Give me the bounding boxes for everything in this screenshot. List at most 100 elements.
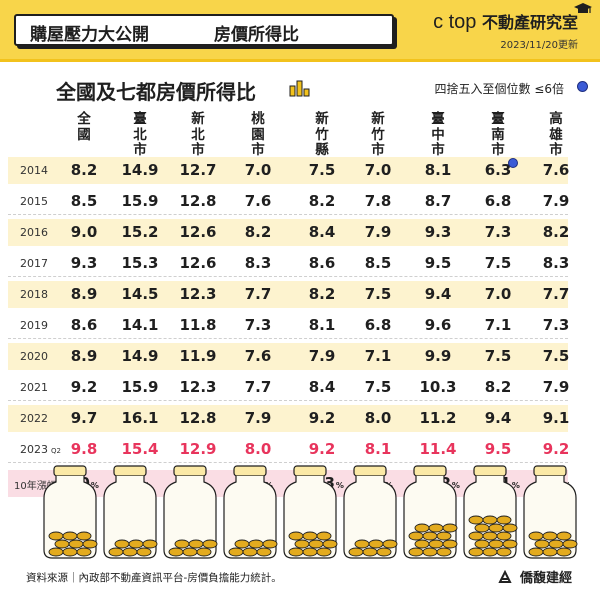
ratio-cell: 7.9 — [244, 409, 272, 427]
ratio-cell: 8.6 — [70, 316, 98, 334]
table-row: 2015 8.5 15.9 12.8 7.6 8.2 7.8 8.7 6.8 7.9 — [8, 188, 569, 215]
brand-logo: c top 不動產研究室 — [403, 9, 578, 34]
coin-jar — [283, 465, 338, 559]
ratio-cell: 9.1 — [542, 409, 570, 427]
ratio-cell: 8.4 — [308, 223, 336, 241]
percent-unit: % — [90, 481, 99, 490]
ratio-cell: 7.9 — [542, 192, 570, 210]
ratio-cell: 8.6 — [308, 254, 336, 272]
legend-dot — [577, 81, 588, 92]
ratio-cell: 9.4 — [484, 409, 512, 427]
ratio-cell: 9.2 — [70, 378, 98, 396]
ratio-cell: 7.5 — [364, 378, 392, 396]
ratio-cell: 9.6 — [424, 316, 452, 334]
ratio-cell: 11.2 — [419, 409, 457, 427]
table-row: 2014 8.2 14.9 12.7 7.0 7.5 7.0 8.1 6.3 7.6 — [8, 157, 569, 184]
ratio-cell: 9.2 — [308, 409, 336, 427]
ratio-cell: 8.1 — [308, 316, 336, 334]
ratio-cell: 7.0 — [484, 285, 512, 303]
ratio-cell: 12.3 — [179, 285, 217, 303]
ratio-cell: 8.9 — [70, 347, 98, 365]
ratio-cell: 12.9 — [179, 440, 217, 458]
rounding-note: 四捨五入至個位數 ≤6倍 — [434, 82, 564, 96]
column-header: 新 竹 市 — [371, 111, 385, 158]
page-title: 購屋壓力大公開 — [30, 25, 149, 45]
ratio-cell: 8.5 — [70, 192, 98, 210]
table-row: 2019 8.6 14.1 11.8 7.3 8.1 6.8 9.6 7.1 7.3 — [8, 312, 569, 339]
ratio-cell: 15.2 — [121, 223, 159, 241]
ratio-cell: 9.4 — [424, 285, 452, 303]
ratio-cell: 10.3 — [419, 378, 457, 396]
column-header: 全 國 — [77, 111, 91, 143]
page-title-sub: 房價所得比 — [214, 25, 299, 45]
brand-name: 不動產研究室 — [481, 13, 578, 32]
ratio-cell: 14.1 — [121, 316, 159, 334]
table-row: 2018 8.9 14.5 12.3 7.7 8.2 7.5 9.4 7.0 7.7 — [8, 281, 569, 308]
ratio-cell: 7.0 — [364, 161, 392, 179]
ratio-cell: 11.8 — [179, 316, 217, 334]
ratio-cell: 9.3 — [70, 254, 98, 272]
ratio-cell: 8.1 — [364, 440, 392, 458]
ratio-cell: 12.8 — [179, 409, 217, 427]
ratio-cell: 15.9 — [121, 378, 159, 396]
year-label: 2016 — [20, 226, 48, 239]
ratio-cell: 9.5 — [484, 440, 512, 458]
coin-jar — [463, 465, 518, 559]
ratio-cell: 12.3 — [179, 378, 217, 396]
ratio-cell: 14.5 — [121, 285, 159, 303]
percent-unit: % — [335, 481, 344, 490]
ratio-cell: 9.9 — [424, 347, 452, 365]
graduation-cap-icon — [574, 3, 592, 13]
title-box: 購屋壓力大公開 房價所得比 — [14, 14, 394, 46]
footer-brand: 僑馥建經 — [498, 567, 572, 586]
brand-prefix: c top — [433, 11, 477, 33]
coin-jar — [223, 465, 278, 559]
table-row: 2020 8.9 14.9 11.9 7.6 7.9 7.1 9.9 7.5 7.5 — [8, 343, 569, 370]
column-header: 高 雄 市 — [549, 111, 563, 158]
table-row: 2021 9.2 15.9 12.3 7.7 8.4 7.5 10.3 8.2 7.9 — [8, 374, 569, 401]
ratio-cell: 15.3 — [121, 254, 159, 272]
ratio-cell: 11.4 — [419, 440, 457, 458]
ratio-cell: 7.5 — [308, 161, 336, 179]
coin-jars-illustration — [43, 465, 578, 559]
ratio-cell: 9.8 — [70, 440, 98, 458]
ratio-cell: 8.4 — [308, 378, 336, 396]
ratio-cell: 7.7 — [542, 285, 570, 303]
ratio-cell: 9.3 — [424, 223, 452, 241]
quarter-label: Q2 — [51, 447, 61, 455]
coin-jar — [103, 465, 158, 559]
column-header: 桃 園 市 — [251, 111, 265, 158]
ratio-cell: 8.9 — [70, 285, 98, 303]
ratio-cell: 15.9 — [121, 192, 159, 210]
column-header: 新 北 市 — [191, 111, 205, 158]
column-header: 臺 南 市 — [491, 111, 505, 158]
updated-date: 2023/11/20更新 — [500, 40, 578, 51]
column-header: 臺 中 市 — [431, 111, 445, 158]
ratio-cell: 7.5 — [484, 254, 512, 272]
ratio-cell: 8.5 — [364, 254, 392, 272]
ratio-cell: 6.8 — [484, 192, 512, 210]
ratio-cell: 9.5 — [424, 254, 452, 272]
ratio-cell: 6.8 — [364, 316, 392, 334]
table-row: 2016 9.0 15.2 12.6 8.2 8.4 7.9 9.3 7.3 8.2 — [8, 219, 569, 246]
ratio-cell: 8.3 — [542, 254, 570, 272]
ratio-cell: 12.7 — [179, 161, 217, 179]
table-row: 2022 9.7 16.1 12.8 7.9 9.2 8.0 11.2 9.4 9.1 — [8, 405, 569, 432]
ratio-cell: 12.8 — [179, 192, 217, 210]
ratio-cell: 12.6 — [179, 223, 217, 241]
ratio-cell: 7.0 — [244, 161, 272, 179]
table-row: 2017 9.3 15.3 12.6 8.3 8.6 8.5 9.5 7.5 8.3 — [8, 250, 569, 277]
percent-unit: % — [511, 481, 520, 490]
chart-title: 全國及七都房價所得比 — [56, 80, 256, 104]
table-row: 2023 Q2 9.8 15.4 12.9 8.0 9.2 8.1 11.4 9.5 9.2 — [8, 436, 569, 463]
year-label: 2022 — [20, 412, 48, 425]
ratio-cell: 7.3 — [542, 316, 570, 334]
source-note: 資料來源｜內政部不動產資訊平台-房價負擔能力統計。 — [26, 572, 282, 584]
coin-jar — [403, 465, 458, 559]
ratio-cell: 8.3 — [244, 254, 272, 272]
ratio-cell: 11.9 — [179, 347, 217, 365]
year-label: 2018 — [20, 288, 48, 301]
ratio-cell: 8.1 — [424, 161, 452, 179]
ratio-cell: 7.8 — [364, 192, 392, 210]
ratio-cell: 8.2 — [308, 192, 336, 210]
